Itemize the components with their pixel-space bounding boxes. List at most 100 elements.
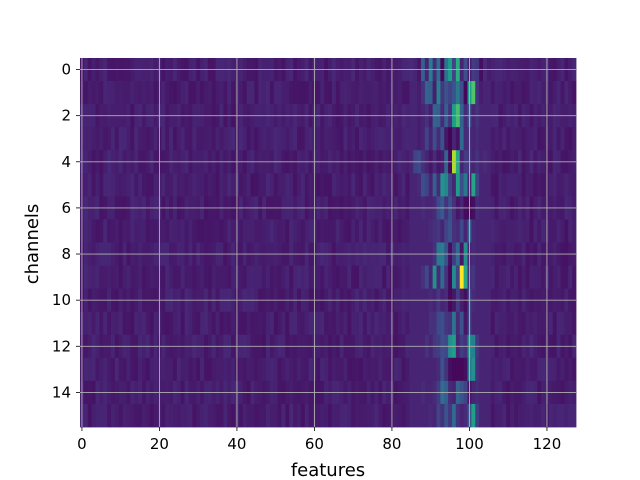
heatmap-cell bbox=[374, 265, 379, 290]
heatmap-cell bbox=[99, 81, 104, 105]
heatmap-cell bbox=[262, 265, 267, 290]
heatmap-cell bbox=[459, 265, 465, 290]
heatmap-cell bbox=[455, 403, 461, 428]
heatmap-cell bbox=[207, 81, 213, 105]
heatmap-cell bbox=[331, 403, 337, 428]
heatmap-cell bbox=[142, 127, 147, 151]
heatmap-cell bbox=[231, 403, 236, 428]
heatmap-cell bbox=[331, 311, 337, 336]
heatmap-cell bbox=[281, 403, 286, 428]
heatmap-cell bbox=[335, 357, 341, 382]
heatmap-cell bbox=[246, 265, 251, 290]
heatmap-cell bbox=[556, 265, 561, 290]
heatmap-cell bbox=[231, 81, 236, 105]
y-tick-label: 6 bbox=[61, 199, 71, 217]
heatmap-cell bbox=[304, 311, 310, 336]
heatmap-cell bbox=[165, 127, 170, 151]
heatmap-cell bbox=[401, 403, 406, 428]
heatmap-cell bbox=[289, 357, 294, 382]
heatmap-cell bbox=[184, 81, 189, 105]
heatmap-cell bbox=[475, 403, 480, 428]
heatmap-cell bbox=[289, 311, 294, 336]
heatmap-cell bbox=[211, 403, 217, 428]
heatmap-cell bbox=[424, 357, 430, 382]
heatmap-cell bbox=[494, 173, 499, 197]
heatmap-cell bbox=[219, 81, 224, 105]
heatmap-cell bbox=[297, 173, 302, 197]
heatmap-cell bbox=[111, 173, 116, 197]
heatmap-cell bbox=[409, 311, 414, 336]
heatmap-cell bbox=[548, 81, 554, 105]
heatmap-cell bbox=[281, 173, 286, 197]
heatmap-cell bbox=[273, 219, 279, 243]
heatmap-cell bbox=[378, 357, 383, 382]
heatmap-cell bbox=[293, 265, 298, 290]
heatmap-cell bbox=[572, 403, 577, 428]
heatmap-cell bbox=[153, 311, 158, 336]
heatmap-cell bbox=[498, 127, 503, 151]
heatmap-cell bbox=[238, 403, 244, 428]
heatmap-cell bbox=[339, 81, 344, 105]
heatmap-cell bbox=[440, 127, 445, 151]
heatmap-cell bbox=[273, 81, 279, 105]
heatmap-cell bbox=[556, 311, 561, 336]
heatmap-cell bbox=[297, 127, 302, 151]
heatmap-cell bbox=[494, 127, 499, 151]
heatmap-cell bbox=[87, 219, 93, 243]
heatmap-cell bbox=[320, 127, 325, 151]
heatmap-cell bbox=[506, 219, 511, 243]
heatmap-cell bbox=[502, 219, 507, 243]
heatmap-cell bbox=[440, 173, 445, 197]
heatmap-cell bbox=[266, 173, 271, 197]
heatmap-cell bbox=[533, 403, 538, 428]
heatmap-cell bbox=[374, 403, 379, 428]
heatmap-cell bbox=[266, 403, 271, 428]
heatmap-cell bbox=[219, 357, 224, 382]
heatmap-cell bbox=[215, 219, 220, 243]
heatmap-cell bbox=[142, 219, 147, 243]
heatmap-cell bbox=[525, 81, 530, 105]
heatmap-cell bbox=[471, 81, 476, 105]
heatmap-cell bbox=[564, 127, 569, 151]
heatmap-cell bbox=[436, 219, 441, 243]
heatmap-cell bbox=[207, 173, 213, 197]
heatmap-cell bbox=[184, 357, 189, 382]
heatmap-cell bbox=[204, 265, 209, 290]
heatmap-cell bbox=[192, 357, 197, 382]
heatmap-cell bbox=[328, 403, 333, 428]
heatmap-cell bbox=[223, 127, 228, 151]
heatmap-cell bbox=[393, 173, 399, 197]
heatmap-cell bbox=[200, 403, 205, 428]
heatmap-cell bbox=[83, 357, 89, 382]
heatmap-cell bbox=[510, 403, 515, 428]
heatmap-cell bbox=[452, 173, 457, 197]
heatmap-cell bbox=[204, 311, 209, 336]
heatmap-cell bbox=[180, 357, 186, 382]
heatmap-cell bbox=[165, 311, 170, 336]
heatmap-cell bbox=[374, 357, 379, 382]
heatmap-cell bbox=[440, 311, 445, 336]
heatmap-cell bbox=[138, 81, 143, 105]
heatmap-cell bbox=[517, 173, 523, 197]
heatmap-cell bbox=[564, 311, 569, 336]
heatmap-cell bbox=[525, 219, 530, 243]
heatmap-cell bbox=[134, 81, 139, 105]
heatmap-cell bbox=[285, 81, 290, 105]
heatmap-cell bbox=[486, 173, 492, 197]
heatmap-cell bbox=[173, 173, 178, 197]
heatmap-cell bbox=[145, 357, 151, 382]
heatmap-cell bbox=[262, 403, 267, 428]
heatmap-cell bbox=[514, 219, 519, 243]
heatmap-cell bbox=[514, 403, 519, 428]
heatmap-cell bbox=[564, 81, 569, 105]
heatmap-cell bbox=[130, 81, 135, 105]
heatmap-cell bbox=[359, 127, 364, 151]
heatmap-cell bbox=[227, 265, 232, 290]
x-tick-label: 40 bbox=[227, 435, 246, 453]
heatmap-cell bbox=[525, 403, 530, 428]
heatmap-cell bbox=[424, 219, 430, 243]
heatmap-cell bbox=[196, 403, 201, 428]
heatmap-cell bbox=[366, 403, 372, 428]
heatmap-cell bbox=[494, 265, 499, 290]
heatmap-cell bbox=[114, 173, 120, 197]
